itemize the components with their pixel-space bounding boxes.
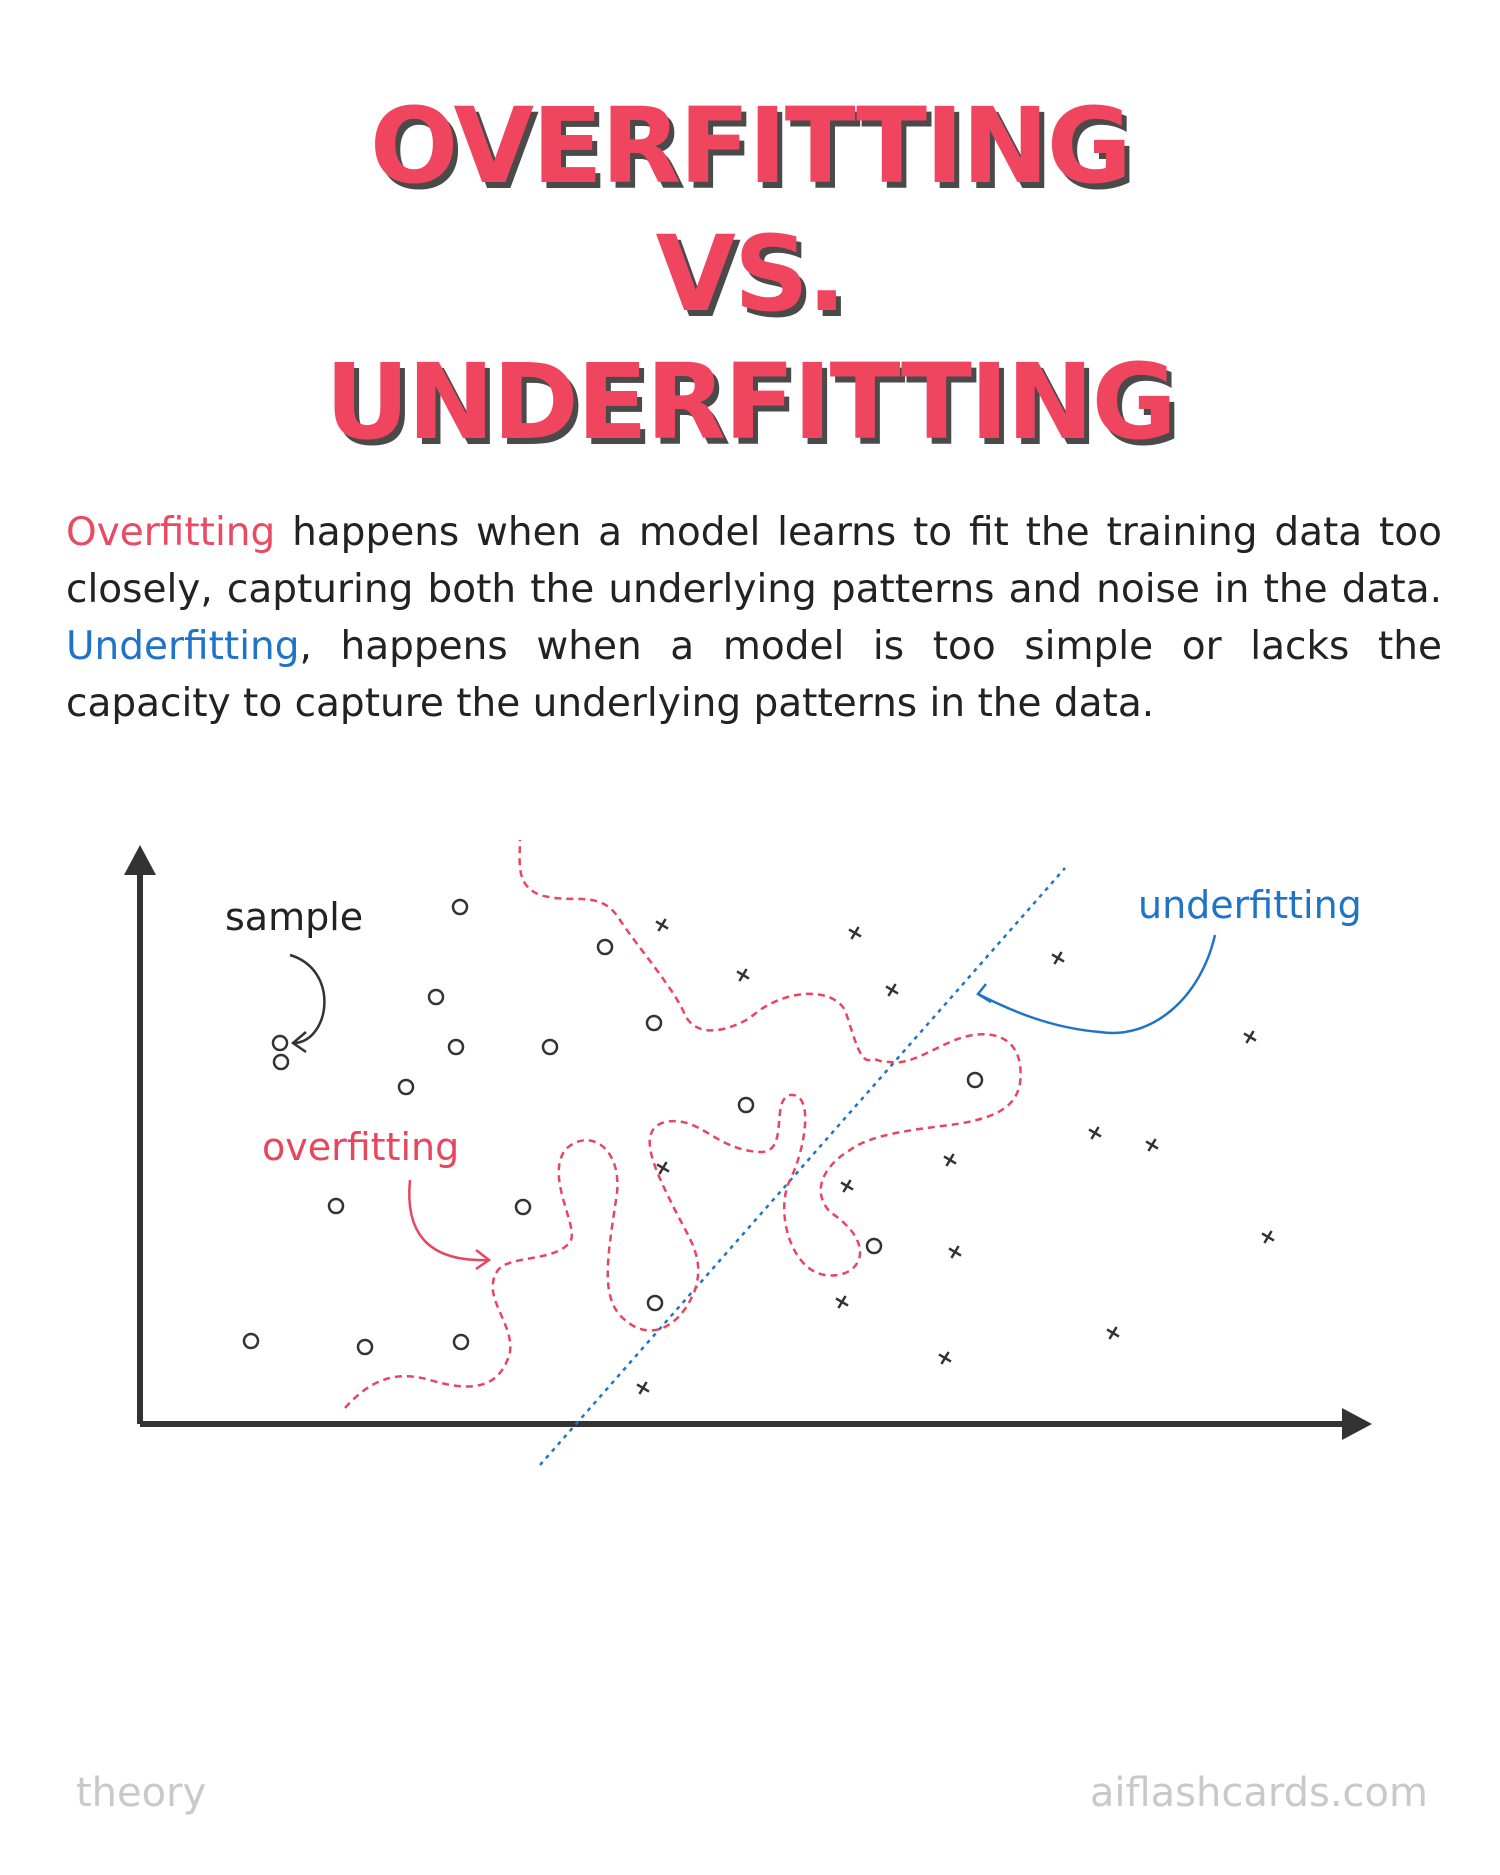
cross-sample	[835, 1295, 849, 1309]
cross-sample	[885, 983, 899, 997]
circle-sample	[451, 898, 469, 916]
sample-arrow	[289, 953, 326, 1045]
cross-sample	[948, 1245, 962, 1259]
circle-sample	[397, 1078, 415, 1096]
circle-sample	[242, 1332, 260, 1350]
cross-sample	[636, 1381, 650, 1395]
cross-sample	[938, 1351, 952, 1365]
circle-sample	[514, 1198, 532, 1216]
cross-sample	[1261, 1230, 1275, 1244]
overfitting-definition: happens when a model learns to fit the t…	[66, 510, 1442, 612]
sample-annotation: sample	[225, 895, 363, 1054]
underfitting-definition: , happens when a model is too simple or …	[66, 624, 1442, 726]
overfitting-label: overfitting	[262, 1125, 459, 1169]
circle-sample	[356, 1338, 374, 1356]
cross-sample	[840, 1179, 854, 1193]
circle-sample	[447, 1038, 465, 1056]
cross-sample	[1106, 1326, 1120, 1340]
circle-sample	[645, 1014, 663, 1032]
y-axis-arrowhead	[124, 845, 156, 875]
underfitting-arrowhead	[976, 983, 992, 1004]
underfitting-arrow	[979, 934, 1217, 1035]
axes	[124, 845, 1372, 1440]
cross-sample	[848, 926, 862, 940]
circle-sample	[646, 1294, 664, 1312]
underfitting-annotation: underfitting	[976, 883, 1362, 1035]
circle-samples	[242, 898, 984, 1356]
x-axis-arrowhead	[1342, 1408, 1372, 1440]
cross-sample	[655, 918, 669, 932]
footer-site: aiflashcards.com	[1089, 1770, 1428, 1816]
circle-sample	[596, 938, 614, 956]
circle-sample	[737, 1096, 755, 1114]
underfitting-label: underfitting	[1138, 883, 1362, 927]
circle-sample	[271, 1034, 289, 1052]
sample-arrowhead	[290, 1031, 307, 1054]
circle-sample	[865, 1237, 883, 1255]
cross-sample	[1051, 951, 1065, 965]
cross-sample	[943, 1153, 957, 1167]
title-line-1: OVERFITTING	[369, 85, 1132, 207]
overfitting-annotation: overfitting	[262, 1125, 492, 1271]
underfitting-line	[539, 867, 1066, 1466]
circle-sample	[427, 988, 445, 1006]
cross-sample	[1145, 1138, 1159, 1152]
circle-sample	[966, 1071, 984, 1089]
sample-label: sample	[225, 895, 363, 939]
circle-sample	[272, 1053, 290, 1071]
overfitting-arrow	[408, 1179, 489, 1262]
cross-sample	[1088, 1126, 1102, 1140]
cross-sample	[656, 1161, 670, 1175]
description: Overfitting happens when a model learns …	[66, 504, 1442, 732]
cross-sample	[1243, 1030, 1257, 1044]
circle-sample	[452, 1333, 470, 1351]
overfitting-arrowhead	[475, 1249, 492, 1271]
overfitting-term: Overfitting	[66, 510, 276, 555]
cross-samples	[636, 918, 1275, 1395]
circle-sample	[541, 1038, 559, 1056]
title-line-3: UNDERFITTING	[324, 341, 1177, 463]
circle-sample	[327, 1197, 345, 1215]
page-title: OVERFITTING VS. UNDERFITTING	[0, 82, 1500, 466]
cross-sample	[736, 968, 750, 982]
underfitting-term: Underfitting	[66, 624, 300, 669]
title-line-2: VS.	[655, 213, 847, 335]
footer-category: theory	[76, 1770, 207, 1816]
overfitting-curve	[344, 839, 1022, 1409]
